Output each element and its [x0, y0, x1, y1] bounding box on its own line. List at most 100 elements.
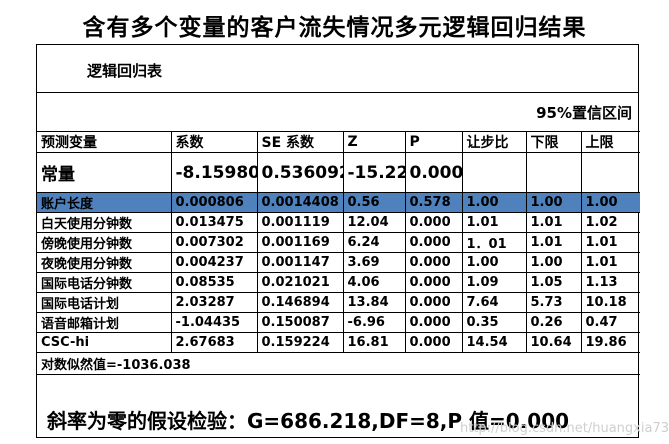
- table-cell: 14.54: [461, 332, 527, 353]
- divider: [37, 92, 638, 93]
- table-cell: 1.00: [461, 252, 527, 273]
- table-cell: 1.00: [580, 192, 640, 213]
- table-cell: 0.000: [404, 212, 463, 233]
- loglik-row: 对数似然值=-1036.038: [37, 352, 640, 375]
- table-cell: 19.86: [580, 332, 640, 353]
- table-cell: 账户长度: [37, 192, 172, 213]
- table-subtitle: 逻辑回归表: [87, 62, 163, 80]
- table-cell: P: [404, 131, 463, 153]
- table-cell: 1.01: [580, 252, 640, 273]
- table-cell: 10.64: [525, 332, 582, 353]
- table-row: 傍晚使用分钟数 0.007302 0.001169 6.24 0.000 1．01 1.01…: [37, 232, 640, 253]
- table-cell: 0.004237: [170, 252, 258, 273]
- table-cell: 0.000: [404, 292, 463, 313]
- table-cell: 0.000: [404, 252, 463, 273]
- table-cell: 0.000: [404, 152, 463, 193]
- table-cell: 上限: [580, 131, 640, 153]
- table-cell: 0.35: [461, 312, 527, 333]
- table-cell: 0.013475: [170, 212, 258, 233]
- table-cell: 0.26: [525, 312, 582, 333]
- table-row: 国际电话分钟数 0.08535 0.021021 4.06 0.000 1.09 1.05 1…: [37, 272, 640, 293]
- table-row: 语音邮箱计划 -1.04435 0.150087 -6.96 0.000 0.35 0.26…: [37, 312, 640, 333]
- table-cell: 0.000: [404, 332, 463, 353]
- table-cell: [461, 152, 527, 193]
- table-cell: 16.81: [342, 332, 406, 353]
- table-cell: 0.007302: [170, 232, 258, 253]
- table-cell: 5.73: [525, 292, 582, 313]
- table-cell: -1.04435: [170, 312, 258, 333]
- table-cell: 1.01: [580, 232, 640, 253]
- table-cell: Z: [342, 131, 406, 153]
- table-cell: CSC-hi: [37, 332, 172, 353]
- table-cell: 12.04: [342, 212, 406, 233]
- hypothesis-test: 斜率为零的假设检验：G=686.218,DF=8,P 值=0.000: [47, 409, 570, 433]
- table-cell: 0.021021: [256, 272, 344, 293]
- table-row: 账户长度 0.000806 0.0014408 0.56 0.578 1.00 1.00 1.…: [37, 192, 640, 213]
- table-cell: 1.00: [461, 192, 527, 213]
- table-cell: 2.03287: [170, 292, 258, 313]
- table-row: 国际电话计划 2.03287 0.146894 13.84 0.000 7.64 5.73 1…: [37, 292, 640, 313]
- watermark: http://blog.csdn.net/huangxia73: [459, 421, 669, 436]
- table-row: 白天使用分钟数 0.013475 0.001119 12.04 0.000 1.01 1.0…: [37, 212, 640, 233]
- table-cell: 2.67683: [170, 332, 258, 353]
- table-cell: 7.64: [461, 292, 527, 313]
- table-cell: 3.69: [342, 252, 406, 273]
- table-cell: SE 系数: [256, 131, 344, 153]
- table-cell: 夜晚使用分钟数: [37, 252, 172, 273]
- loglik-text: 对数似然值=-1036.038: [37, 352, 640, 375]
- table-cell: -15.22: [342, 152, 406, 193]
- table-cell: 1.13: [580, 272, 640, 293]
- table-cell: 0.000: [404, 232, 463, 253]
- table-cell: 0.000806: [170, 192, 258, 213]
- table-cell: 0.08535: [170, 272, 258, 293]
- table-cell: 预测变量: [37, 131, 172, 153]
- table-cell: 1.00: [525, 192, 582, 213]
- table-cell: 0.150087: [256, 312, 344, 333]
- table-cell: [525, 152, 582, 193]
- regression-table: 预测变量 系数 SE 系数 Z P 让步比 下限 上限 常量 -8.15980 0.536092 -1…: [37, 131, 640, 375]
- table-cell: 0.001169: [256, 232, 344, 253]
- table-cell: 系数: [170, 131, 258, 153]
- table-cell: 1.01: [525, 212, 582, 233]
- table-cell: 白天使用分钟数: [37, 212, 172, 233]
- table-row-constant: 常量 -8.15980 0.536092 -15.22 0.000: [37, 152, 640, 193]
- table-cell: 0.159224: [256, 332, 344, 353]
- table-cell: 语音邮箱计划: [37, 312, 172, 333]
- table-cell: 常量: [37, 152, 172, 193]
- table-cell: 6.24: [342, 232, 406, 253]
- table-cell: [580, 152, 640, 193]
- table-cell: 国际电话计划: [37, 292, 172, 313]
- regression-frame: 逻辑回归表 95%置信区间 预测变量 系数 SE 系数 Z P 让步比 下限 上限 常量 -8.1…: [36, 44, 640, 438]
- table-cell: -8.15980: [170, 152, 258, 193]
- table-cell: 0.47: [580, 312, 640, 333]
- table-cell: 傍晚使用分钟数: [37, 232, 172, 253]
- table-cell: 1．01: [461, 232, 527, 253]
- table-cell: 让步比: [461, 131, 527, 153]
- table-cell: 0.001147: [256, 252, 344, 273]
- table-cell: 国际电话分钟数: [37, 272, 172, 293]
- table-cell: 0.578: [404, 192, 463, 213]
- table-cell: 0.001119: [256, 212, 344, 233]
- table-cell: 13.84: [342, 292, 406, 313]
- table-cell: 0.56: [342, 192, 406, 213]
- page-title: 含有多个变量的客户流失情况多元逻辑回归结果: [82, 15, 587, 41]
- table-cell: 1.02: [580, 212, 640, 233]
- table-row: CSC-hi 2.67683 0.159224 16.81 0.000 14.54 10.6…: [37, 332, 640, 353]
- table-cell: 1.00: [525, 252, 582, 273]
- table-cell: 1.01: [461, 212, 527, 233]
- table-cell: 0.000: [404, 272, 463, 293]
- table-header-row: 预测变量 系数 SE 系数 Z P 让步比 下限 上限: [37, 131, 640, 153]
- table-cell: 1.01: [525, 232, 582, 253]
- table-cell: 0.146894: [256, 292, 344, 313]
- table-cell: 10.18: [580, 292, 640, 313]
- table-cell: 4.06: [342, 272, 406, 293]
- table-cell: 1.05: [525, 272, 582, 293]
- table-row: 夜晚使用分钟数 0.004237 0.001147 3.69 0.000 1.00 1.00…: [37, 252, 640, 273]
- table-cell: -6.96: [342, 312, 406, 333]
- table-cell: 0.000: [404, 312, 463, 333]
- table-cell: 0.536092: [256, 152, 344, 193]
- table-cell: 0.0014408: [256, 192, 344, 213]
- table-cell: 下限: [525, 131, 582, 153]
- confidence-interval-label: 95%置信区间: [536, 104, 632, 122]
- table-cell: 1.09: [461, 272, 527, 293]
